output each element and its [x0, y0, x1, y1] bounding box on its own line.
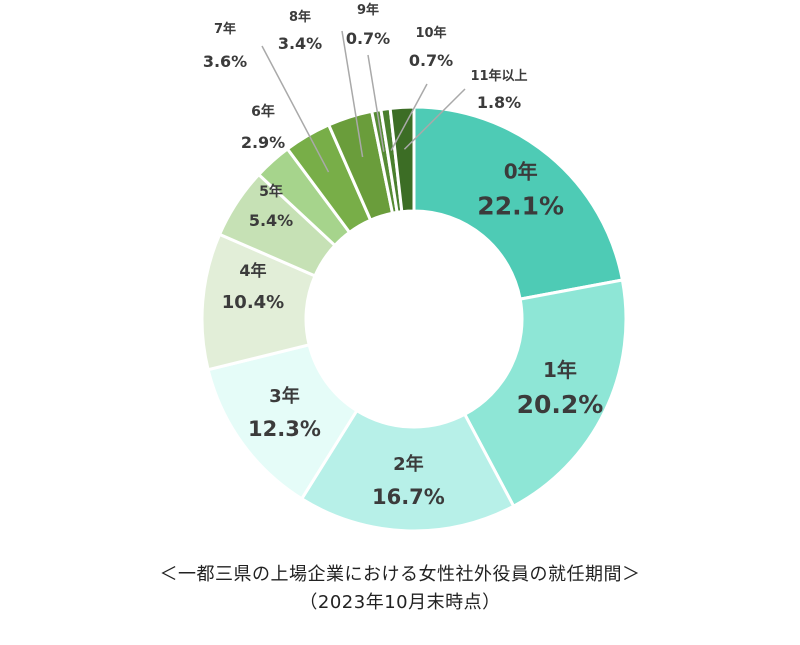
chart-caption-title: ＜一都三県の上場企業における女性社外役員の就任期間＞	[159, 564, 641, 585]
slice-value-2: 16.7%	[372, 485, 445, 509]
slice-label-9: 9年	[357, 2, 379, 18]
leader-line-11	[403, 88, 466, 150]
slice-label-5: 5年	[259, 183, 283, 200]
leader-line-10	[390, 83, 428, 151]
slice-2	[299, 408, 516, 533]
slice-label-10: 10年	[415, 25, 446, 41]
leader-line-7	[261, 45, 330, 173]
leader-line-8	[341, 30, 364, 158]
slice-label-3: 3年	[269, 385, 300, 407]
slice-label-7: 7年	[214, 21, 236, 37]
slice-value-8: 3.4%	[278, 34, 322, 53]
slice-value-9: 0.7%	[346, 29, 390, 48]
slice-label-6: 6年	[251, 103, 275, 120]
slice-label-2: 2年	[393, 453, 424, 475]
donut-chart-svg: 0年 22.1% 1年 20.2% 2年 16.7% 3年 12.3% 4年 10.4% 5年 5.4…	[200, 2, 628, 533]
slice-value-6: 2.9%	[241, 133, 285, 152]
slice-value-7: 3.6%	[203, 52, 247, 71]
chart-caption-date: （2023年10月末時点）	[299, 592, 501, 613]
slice-label-4: 4年	[239, 261, 266, 280]
slice-label-0: 0年	[504, 160, 538, 184]
slice-1	[462, 278, 628, 509]
slice-11	[388, 105, 416, 214]
slice-value-5: 5.4%	[249, 211, 293, 230]
leader-line-9	[367, 54, 385, 152]
slice-value-4: 10.4%	[222, 292, 284, 313]
slice-value-0: 22.1%	[477, 192, 564, 221]
slice-value-11: 1.8%	[477, 93, 521, 112]
slice-label-8: 8年	[289, 9, 311, 25]
slice-value-10: 0.7%	[409, 51, 453, 70]
slice-0	[412, 105, 625, 301]
slice-label-1: 1年	[543, 358, 577, 382]
slice-value-1: 20.2%	[517, 390, 604, 419]
slice-label-11: 11年以上	[470, 68, 527, 84]
slice-value-3: 12.3%	[248, 417, 321, 441]
